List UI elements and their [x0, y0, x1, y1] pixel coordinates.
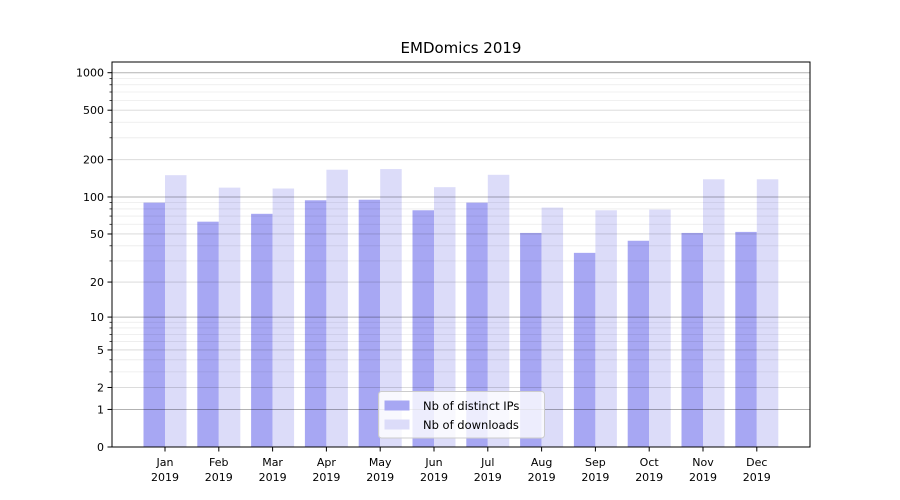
bar-downloads-sep — [595, 210, 617, 447]
x-tick-label-year: 2019 — [259, 471, 287, 484]
y-tick-label: 500 — [83, 104, 104, 117]
bar-downloads-mar — [272, 188, 295, 447]
x-tick-label-month: Sep — [585, 456, 606, 469]
plot-border — [111, 61, 811, 448]
y-tick-label: 1 — [97, 403, 104, 416]
x-tick-label-year: 2019 — [635, 471, 663, 484]
x-tick-label-year: 2019 — [528, 471, 556, 484]
x-tick-label-year: 2019 — [743, 471, 771, 484]
bar-distinct-ips-feb — [197, 221, 219, 447]
x-tick-label-year: 2019 — [420, 471, 448, 484]
bars-layer — [143, 169, 779, 448]
x-tick-label-month: Jun — [424, 456, 442, 469]
y-tick-label: 1000 — [76, 67, 104, 80]
bar-distinct-ips-nov — [681, 232, 703, 447]
y-tick-label: 0 — [97, 441, 104, 454]
bar-downloads-nov — [703, 179, 725, 447]
y-tick-label: 20 — [90, 276, 104, 289]
bar-downloads-jun — [434, 187, 456, 447]
y-tick-label: 2 — [97, 381, 104, 394]
bar-distinct-ips-jun — [412, 210, 434, 447]
legend-swatch-distinct-ips — [384, 400, 410, 411]
bar-downloads-apr — [326, 169, 348, 448]
chart-title: EMDomics 2019 — [401, 39, 522, 57]
legend: Nb of distinct IPs Nb of downloads — [378, 391, 545, 439]
bar-downloads-oct — [649, 209, 671, 447]
bar-distinct-ips-sep — [573, 252, 596, 447]
x-tick-label-month: Jul — [480, 456, 494, 469]
legend-box — [378, 391, 545, 439]
bar-distinct-ips-dec — [735, 231, 757, 447]
x-tick-label-month: Aug — [531, 456, 552, 469]
bar-downloads-jan — [165, 175, 187, 447]
legend-label-distinct-ips: Nb of distinct IPs — [423, 399, 519, 413]
legend-swatch-downloads — [384, 419, 410, 430]
y-tick-label: 200 — [83, 154, 104, 167]
x-tick-label-year: 2019 — [151, 471, 179, 484]
axes-layer: 0 1 2 5 10 20 50 100 200 500 1000 Jan 2019 Feb 2019 Mar… — [76, 61, 811, 484]
x-tick-label-month: Dec — [746, 456, 767, 469]
legend-label-downloads: Nb of downloads — [423, 418, 519, 432]
bar-distinct-ips-jan — [143, 202, 165, 447]
bar-distinct-ips-jul — [466, 202, 488, 447]
gridlines-layer — [112, 72, 810, 410]
x-tick-label-month: Oct — [640, 456, 660, 469]
bar-downloads-dec — [756, 179, 779, 447]
x-tick-label-month: Jan — [156, 456, 174, 469]
x-tick-label-month: Nov — [692, 456, 714, 469]
bar-distinct-ips-oct — [627, 240, 650, 447]
x-tick-label-year: 2019 — [312, 471, 340, 484]
y-tick-label: 10 — [90, 311, 104, 324]
x-tick-label-month: Apr — [317, 456, 337, 469]
y-tick-label: 5 — [97, 344, 104, 357]
x-tick-label-year: 2019 — [474, 471, 502, 484]
bar-downloads-may — [380, 169, 402, 447]
bar-downloads-aug — [541, 207, 564, 447]
bar-distinct-ips-apr — [304, 200, 327, 447]
y-tick-label: 100 — [83, 191, 104, 204]
y-tick-label: 50 — [90, 228, 104, 241]
x-tick-label-month: Mar — [262, 456, 283, 469]
bar-downloads-feb — [218, 187, 241, 448]
x-tick-label-month: Feb — [209, 456, 228, 469]
x-tick-label-year: 2019 — [581, 471, 609, 484]
bar-downloads-jul — [487, 174, 510, 447]
x-tick-label-year: 2019 — [366, 471, 394, 484]
x-tick-label-month: May — [369, 456, 392, 469]
bar-distinct-ips-may — [358, 199, 381, 447]
bar-distinct-ips-mar — [251, 213, 273, 447]
x-tick-label-year: 2019 — [205, 471, 233, 484]
x-tick-label-year: 2019 — [689, 471, 717, 484]
